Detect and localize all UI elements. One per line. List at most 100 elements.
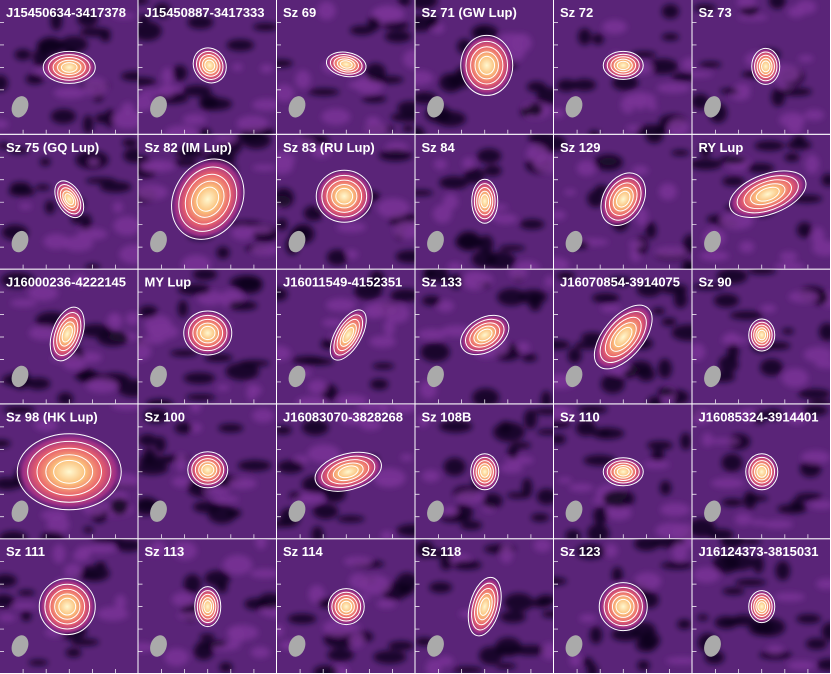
contour [755, 186, 780, 202]
noise-blob [762, 519, 794, 529]
noise-blob [579, 614, 597, 623]
noise-blob [752, 410, 766, 424]
source [592, 303, 654, 371]
contour [464, 318, 505, 352]
noise-blob [788, 290, 820, 303]
contour [47, 54, 91, 81]
noise-blob [450, 273, 463, 289]
noise-blob [464, 167, 485, 184]
source [182, 309, 233, 357]
noise-blob [39, 157, 51, 167]
noise-blob [232, 63, 243, 71]
noise-blob [372, 362, 395, 370]
noise-blob [720, 539, 744, 549]
noise-blob [734, 83, 751, 93]
noise-blob [665, 656, 692, 665]
noise-blob [659, 480, 672, 496]
source-glow [459, 33, 515, 97]
noise-blob [216, 384, 230, 391]
panel-label: J16124373-3815031 [699, 544, 819, 559]
noise-blob [403, 49, 415, 69]
noise-blob [440, 514, 467, 523]
noise-blob [138, 305, 158, 318]
noise-blob [0, 439, 11, 448]
panel-label: Sz 82 (IM Lup) [145, 140, 232, 155]
contour [748, 590, 776, 624]
noise-blob [380, 530, 393, 539]
noise-blob [760, 304, 777, 313]
noise-blob [447, 262, 463, 269]
noise-blob [602, 19, 627, 34]
noise-blob [513, 645, 547, 656]
noise-blob [59, 36, 88, 53]
noise-blob [50, 10, 63, 31]
contour [188, 314, 228, 352]
noise-blob [313, 665, 338, 674]
noise-blob [369, 335, 396, 348]
noise-blob [373, 650, 407, 664]
source [470, 452, 500, 491]
noise-blob [250, 646, 270, 659]
noise-blob [113, 216, 138, 236]
panel-label: Sz 72 [560, 5, 593, 20]
noise-blob [779, 251, 798, 262]
noise-blob [384, 30, 412, 43]
noise-blob [175, 453, 187, 473]
noise-blob [750, 519, 767, 526]
noise-blob [711, 478, 745, 489]
contour [477, 463, 492, 481]
noise-blob [164, 125, 199, 134]
contour [45, 454, 94, 490]
source-glow [329, 308, 368, 362]
noise-blob [483, 165, 502, 177]
noise-blob [781, 368, 809, 388]
noise-blob [636, 282, 662, 297]
panel-label: Sz 84 [422, 140, 456, 155]
contour [321, 174, 368, 218]
beam [565, 96, 583, 118]
noise-blob [516, 341, 530, 353]
noise-blob [252, 164, 276, 171]
noise-blob [317, 1, 336, 20]
noise-blob [147, 324, 179, 340]
contour [610, 462, 637, 481]
contour [334, 594, 358, 619]
noise-blob [692, 409, 710, 425]
noise-blob [657, 358, 672, 379]
panel-label: Sz 113 [145, 544, 185, 559]
noise-blob [295, 396, 328, 404]
noise-blob [415, 189, 434, 196]
noise-blob [250, 568, 276, 579]
beam [427, 96, 444, 118]
noise-blob [768, 0, 786, 10]
noise-blob [375, 75, 404, 84]
panel-label: Sz 129 [560, 140, 600, 155]
noise-blob [602, 489, 635, 508]
noise-blob [252, 408, 274, 423]
noise-blob [21, 610, 32, 622]
contour [460, 34, 514, 96]
noise-blob [774, 262, 805, 269]
noise-blob [729, 310, 764, 320]
noise-blob [737, 14, 768, 21]
contour [600, 172, 647, 226]
noise-blob [321, 108, 351, 125]
noise-blob [0, 142, 11, 150]
noise-blob [326, 249, 348, 266]
noise-blob [692, 71, 714, 78]
noise-blob [527, 102, 543, 117]
contour [471, 178, 499, 224]
contour [611, 595, 635, 618]
beam [565, 635, 583, 657]
noise-blob [377, 198, 410, 218]
noise-blob [142, 448, 156, 463]
noise-blob [748, 619, 774, 636]
noise-blob [661, 317, 677, 327]
contour [184, 173, 231, 225]
panel-label: RY Lup [699, 140, 744, 155]
noise-blob [752, 555, 764, 574]
panel: Sz 100 [138, 404, 276, 539]
noise-blob [587, 190, 605, 208]
noise-blob [433, 158, 447, 170]
noise-blob [720, 336, 748, 344]
